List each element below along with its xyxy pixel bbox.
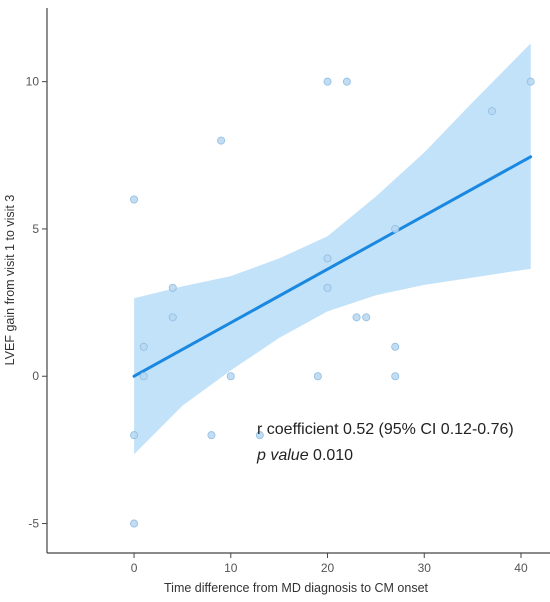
data-point: [391, 342, 400, 351]
data-point: [313, 372, 322, 381]
data-point: [207, 431, 216, 440]
regression-line-layer: [132, 155, 533, 378]
y-tick-label: 10: [26, 75, 40, 89]
data-point: [323, 77, 332, 86]
y-axis-title: LVEF gain from visit 1 to visit 3: [3, 195, 17, 366]
x-axis-title: Time difference from MD diagnosis to CM …: [164, 581, 429, 595]
data-point: [255, 431, 264, 440]
x-tick-label: 0: [131, 561, 138, 575]
axes-layer: [42, 8, 550, 558]
annotation-r-coefficient: r coefficient 0.52 (95% CI 0.12-0.76): [257, 421, 514, 438]
data-point: [342, 77, 351, 86]
data-point: [226, 372, 235, 381]
data-point: [352, 313, 361, 322]
data-point: [130, 431, 139, 440]
data-point: [391, 224, 400, 233]
data-point: [139, 342, 148, 351]
data-point: [362, 313, 371, 322]
data-point: [323, 254, 332, 263]
confidence-band-layer: [134, 43, 531, 455]
x-tick-label: 30: [418, 561, 432, 575]
x-tick-label: 40: [514, 561, 528, 575]
data-point: [139, 372, 148, 381]
data-points-layer: [130, 77, 535, 528]
data-point: [391, 372, 400, 381]
data-point: [130, 519, 139, 528]
data-point: [168, 283, 177, 292]
annotation-p-value-label: p value: [256, 447, 309, 464]
data-point: [526, 77, 535, 86]
y-tick-label: -5: [28, 517, 39, 531]
x-tick-label: 20: [321, 561, 335, 575]
data-point: [323, 283, 332, 292]
data-point: [487, 107, 496, 116]
confidence-band: [134, 43, 531, 455]
data-point: [168, 313, 177, 322]
tick-labels-layer: 0 10 20 30 40 -5 0 5 10: [26, 75, 528, 575]
annotation-p-value-number: 0.010: [309, 447, 354, 464]
y-tick-label: 0: [32, 369, 39, 383]
annotation-p-value: p value 0.010: [256, 447, 353, 464]
x-tick-label: 10: [224, 561, 238, 575]
y-tick-label: 5: [32, 222, 39, 236]
data-point: [217, 136, 226, 145]
data-point: [130, 195, 139, 204]
regression-line: [132, 155, 533, 378]
